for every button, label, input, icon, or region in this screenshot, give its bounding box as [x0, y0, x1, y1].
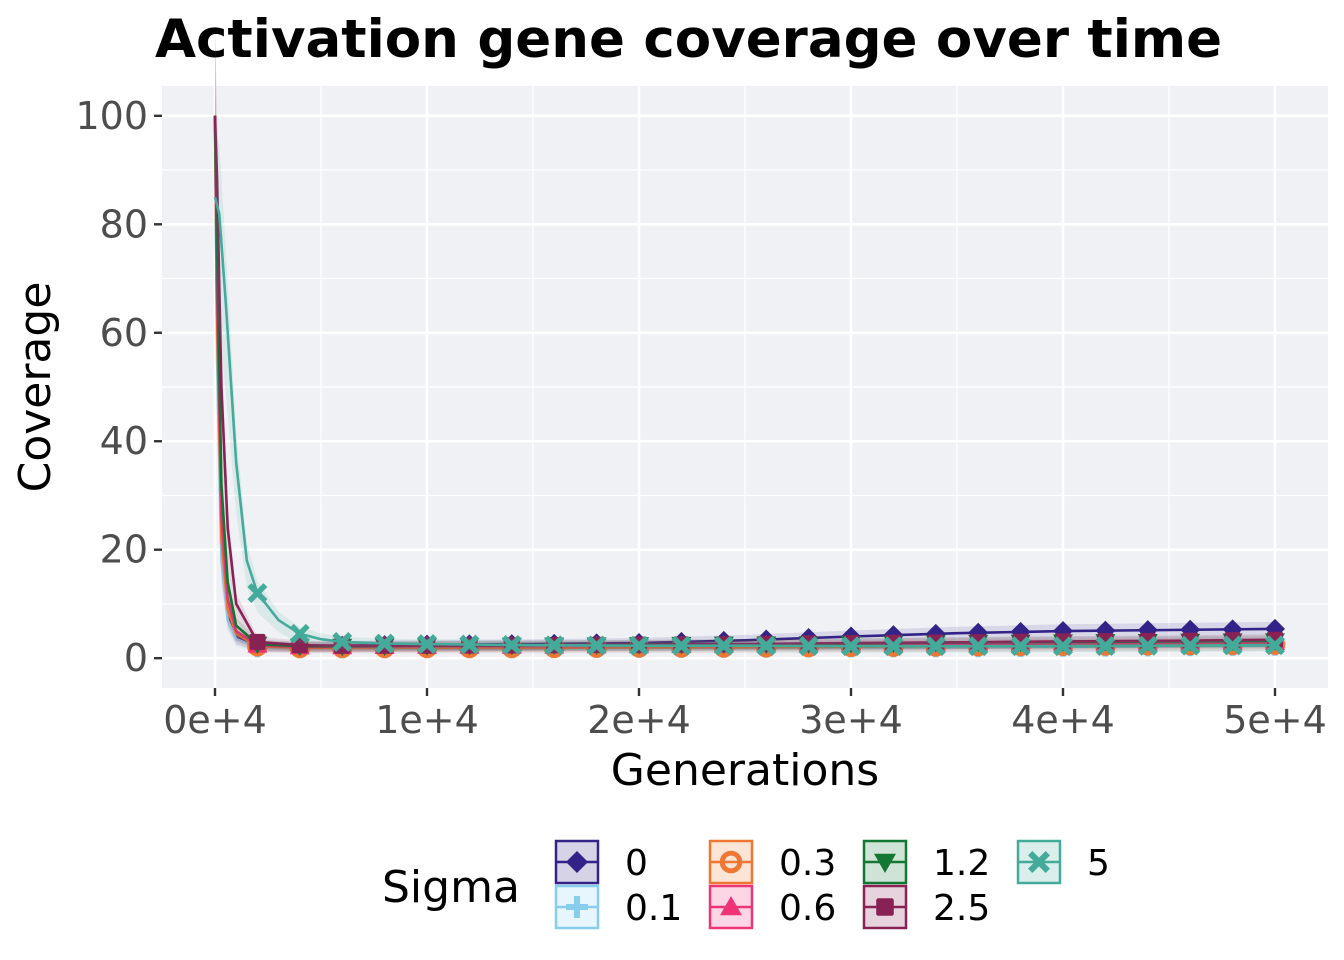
gridlines — [162, 86, 1328, 688]
y-axis-title: Coverage — [10, 282, 61, 493]
data-point — [883, 636, 904, 657]
legend-title: Sigma — [382, 862, 520, 913]
y-tick-label: 0 — [124, 636, 148, 680]
data-point — [629, 635, 649, 656]
legend-key-0 — [554, 839, 600, 885]
series-layer — [213, 31, 1286, 659]
data-point — [1265, 635, 1285, 656]
data-point — [374, 633, 395, 654]
legend-label: 0 — [625, 843, 648, 884]
y-tick-label: 60 — [100, 311, 148, 355]
legend-key-2.5 — [862, 884, 908, 930]
legend: Sigma 00.1 0.30.6 1.22.5 5 — [382, 839, 1110, 930]
data-point — [1222, 635, 1243, 656]
data-point — [247, 583, 268, 604]
legend-key-0.3 — [708, 839, 754, 885]
x-tick-label: 5e+4 — [1223, 698, 1327, 742]
data-point — [249, 633, 266, 650]
data-point — [1010, 636, 1031, 657]
data-point — [459, 634, 480, 655]
chart-title: Activation gene coverage over time — [155, 9, 1222, 70]
data-point — [798, 636, 819, 656]
data-point — [713, 635, 734, 656]
data-point — [544, 635, 565, 656]
data-point — [841, 636, 861, 657]
data-point — [1137, 635, 1158, 656]
x-tick-label: 0e+4 — [163, 698, 267, 742]
legend-label: 2.5 — [933, 888, 990, 929]
data-point — [417, 634, 437, 655]
y-tick-label: 40 — [100, 419, 148, 463]
data-point — [968, 636, 989, 657]
legend-key-0.6 — [708, 884, 754, 930]
legend-label: 0.6 — [779, 888, 836, 929]
x-tick-label: 1e+4 — [375, 698, 479, 742]
legend-key-1.2 — [862, 839, 908, 885]
x-tick-label: 2e+4 — [587, 698, 691, 742]
y-tick-label: 80 — [100, 202, 148, 246]
data-point — [332, 631, 353, 652]
data-point — [1095, 636, 1116, 656]
data-point — [586, 635, 607, 656]
data-point — [289, 623, 310, 644]
legend-label: 1.2 — [933, 843, 990, 884]
y-tick-label: 100 — [75, 94, 148, 138]
legend-key-0.1 — [554, 884, 600, 930]
legend-label: 5 — [1087, 843, 1110, 884]
data-point — [501, 634, 522, 655]
axes: 0e+4 1e+4 2e+4 3e+4 4e+4 5e+4 0 20 40 60 80 100 — [75, 94, 1326, 742]
legend-label: 0.1 — [625, 888, 682, 929]
data-point — [1180, 635, 1201, 656]
data-point — [756, 635, 777, 656]
data-point — [1053, 636, 1073, 657]
y-tick-label: 20 — [100, 528, 148, 572]
legend-label: 0.3 — [779, 843, 836, 884]
x-tick-label: 4e+4 — [1011, 698, 1115, 742]
data-point — [925, 636, 946, 657]
x-axis-title: Generations — [611, 745, 879, 796]
series-5 — [213, 125, 1285, 657]
legend-key-5 — [1016, 839, 1062, 885]
x-tick-label: 3e+4 — [799, 698, 903, 742]
data-point — [671, 635, 692, 656]
